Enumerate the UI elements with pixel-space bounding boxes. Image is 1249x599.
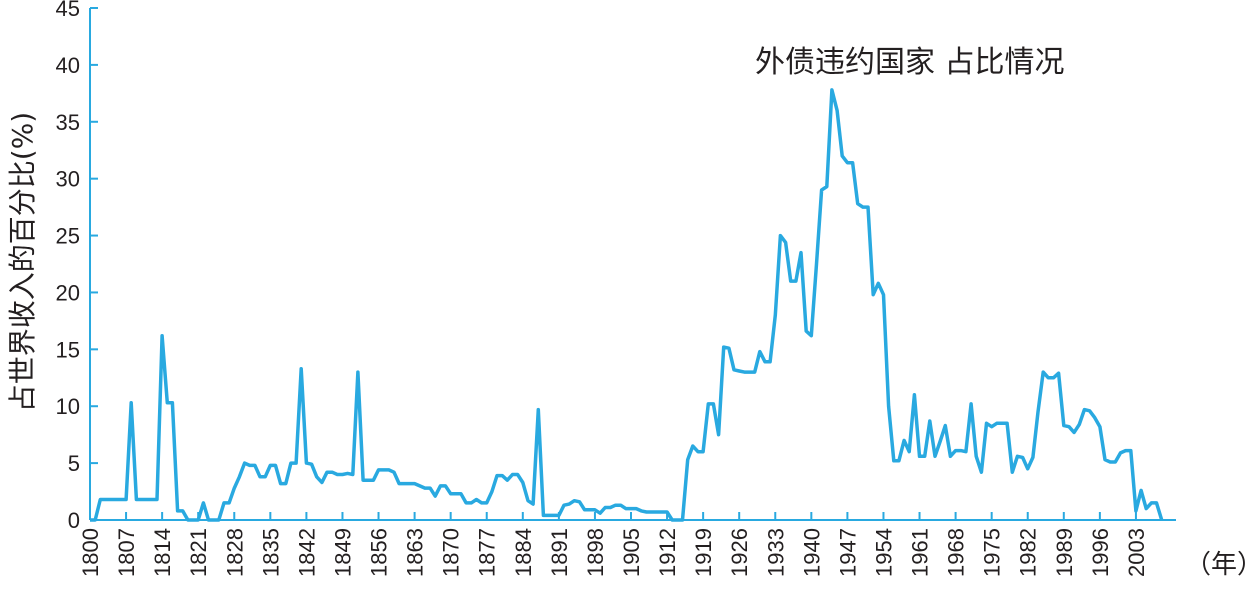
x-tick-label: 1821 (186, 528, 211, 577)
x-tick-label: 1975 (980, 528, 1005, 577)
x-tick-label: 1933 (763, 528, 788, 577)
x-tick-label: 1926 (727, 528, 752, 577)
x-tick-label: 1989 (1052, 528, 1077, 577)
x-tick-label: 1884 (511, 528, 536, 577)
x-axis: 1800 1807 1814 1821 1828 1835 1842 1849 1856 1863… (78, 512, 1176, 577)
x-tick-label: 1814 (150, 528, 175, 577)
x-axis-label: （年） (1185, 550, 1249, 580)
x-tick-label: 1905 (619, 528, 644, 577)
y-tick-label: 10 (56, 394, 80, 419)
x-tick-label: 1870 (439, 528, 464, 577)
x-tick-label: 1800 (78, 528, 103, 577)
x-tick-label: 1961 (908, 528, 933, 577)
series-group (90, 88, 1164, 522)
y-tick-label: 20 (56, 280, 80, 305)
x-tick-label: 1982 (1016, 528, 1041, 577)
x-tick-label: 1849 (330, 528, 355, 577)
x-tick-label: 1954 (871, 528, 896, 577)
x-tick-label: 1947 (835, 528, 860, 577)
x-tick-label: 2003 (1124, 528, 1149, 577)
x-tick-label: 1940 (799, 528, 824, 577)
x-tick-label: 1842 (294, 528, 319, 577)
y-axis: 0 5 10 15 20 25 30 35 40 45 (56, 0, 98, 533)
y-tick-label: 0 (68, 508, 80, 533)
y-tick-label: 40 (56, 53, 80, 78)
y-tick-label: 45 (56, 0, 80, 21)
x-tick-label: 1919 (691, 528, 716, 577)
x-tick-label: 1898 (583, 528, 608, 577)
x-tick-label: 1856 (367, 528, 392, 577)
x-tick-label: 1891 (547, 528, 572, 577)
x-tick-label: 1996 (1088, 528, 1113, 577)
chart-title: 外债违约国家 占比情况 (755, 45, 1065, 80)
x-tick-label: 1828 (222, 528, 247, 577)
y-tick-label: 30 (56, 167, 80, 192)
x-tick-label: 1968 (944, 528, 969, 577)
x-tick-label: 1863 (403, 528, 428, 577)
y-tick-label: 25 (56, 224, 80, 249)
x-tick-label: 1807 (114, 528, 139, 577)
series-line (90, 88, 1164, 522)
x-tick-label: 1835 (258, 528, 283, 577)
y-tick-label: 35 (56, 110, 80, 135)
y-tick-label: 5 (68, 451, 80, 476)
y-tick-label: 15 (56, 337, 80, 362)
x-tick-label: 1912 (655, 528, 680, 577)
y-axis-label: 占世界收入的百分比(%) (6, 112, 39, 412)
x-tick-label: 1877 (475, 528, 500, 577)
